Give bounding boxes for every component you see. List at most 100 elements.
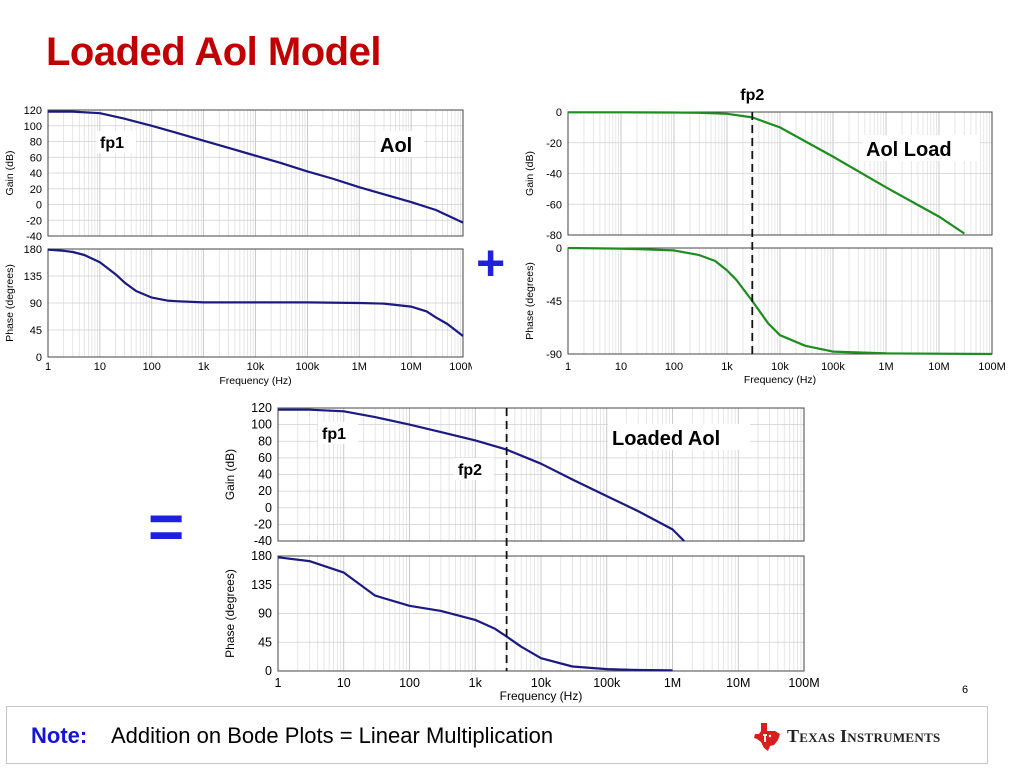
phase-y-tick-label: 90 [258,607,272,621]
gain-y-tick-label: 0 [36,200,42,212]
x-tick-label: 1M [878,361,893,373]
annotation-label: fp1 [100,135,124,152]
x-tick-label: 10M [928,361,949,373]
gain-subplot: -80 -60 -40 -20 0 Gain (dB) [524,107,993,242]
note-text: Addition on Bode Plots = Linear Multipli… [111,723,554,748]
x-tick-label: 10k [247,361,265,373]
x-tick-label: 10k [531,676,552,690]
gain-y-tick-label: 100 [24,121,42,133]
phase-y-tick-label: 0 [556,243,562,255]
phase-subplot: 0 45 90 135 180 Phase (degrees) [223,549,805,678]
gain-y-tick-label: 0 [556,107,562,119]
x-tick-label: 10 [337,676,351,690]
plus-sign: + [476,235,506,291]
x-tick-label: 100 [665,361,683,373]
gain-y-tick-label: 80 [258,434,272,448]
x-tick-label: 1 [45,361,51,373]
x-tick-label: 10M [400,361,421,373]
phase-axis-label: Phase (degrees) [524,262,536,340]
note-bar: Note: Addition on Bode Plots = Linear Mu… [6,706,988,764]
texas-state-icon [754,723,780,751]
x-tick-label: 100k [295,361,319,373]
x-tick-label: 1k [721,361,733,373]
x-axis-label: Frequency (Hz) [500,689,583,703]
x-axis-label: Frequency (Hz) [219,375,291,387]
annotation-background [608,424,750,450]
gain-y-tick-label: 100 [251,418,272,432]
x-tick-label: 100M [788,676,819,690]
x-tick-label: 1M [664,676,681,690]
gain-y-tick-label: 120 [251,401,272,415]
page-number: 6 [962,684,969,696]
phase-axes-frame [567,247,993,355]
x-tick-label: 10 [615,361,627,373]
phase-axes-frame [277,555,805,672]
gain-subplot: -40 -20 0 20 40 60 80 100 120 Gain (dB) [4,105,464,243]
aol-load-bode-plot: -80 -60 -40 -20 0 Gain (dB) -90 -45 0 Phase (degr… [514,82,1024,390]
gain-axis-label: Gain (dB) [524,151,536,196]
gain-axis-label: Gain (dB) [223,449,237,500]
x-tick-label: 100k [593,676,621,690]
x-tick-label: 10k [771,361,789,373]
x-tick-label: 100 [399,676,420,690]
phase-y-tick-label: 0 [265,664,272,678]
aol-bode-plot: -40 -20 0 20 40 60 80 100 120 Gain (dB) 0 45 90 135 18… [0,98,472,390]
gain-y-tick-label: -80 [546,230,562,242]
gain-y-tick-label: -20 [26,215,42,227]
gain-y-tick-label: -20 [546,138,562,150]
gain-y-tick-label: 0 [265,501,272,515]
gain-curve [48,110,464,224]
phase-subplot: 0 45 90 135 180 Phase (degrees) [4,244,464,364]
annotation-label: Aol [380,135,412,157]
phase-axis-label: Phase (degrees) [223,569,237,658]
loaded-aol-bode-plot: -40 -20 0 20 40 60 80 100 120 Gain (dB) 0 45 90 135 18… [216,396,848,706]
x-tick-label: 100 [143,361,161,373]
phase-y-tick-label: 135 [251,578,272,592]
gain-y-tick-label: -40 [546,169,562,181]
x-tick-label: 1 [275,676,282,690]
gain-subplot: -40 -20 0 20 40 60 80 100 120 Gain (dB) [223,401,805,548]
phase-y-tick-label: 180 [24,244,42,256]
x-tick-label: 10 [94,361,106,373]
gain-y-tick-label: 60 [258,451,272,465]
logo-text: Texas Instruments [787,726,941,746]
gain-axes-frame [567,111,993,236]
gain-y-tick-label: -60 [546,199,562,211]
x-tick-label: 1k [469,676,483,690]
phase-y-tick-label: 90 [30,298,42,310]
annotation-background [318,422,358,444]
gain-y-tick-label: 120 [24,105,42,117]
gain-y-tick-label: 20 [258,484,272,498]
note-label: Note: [31,723,88,748]
phase-y-tick-label: -45 [546,296,562,308]
x-tick-label: 100M [978,361,1006,373]
slide-title: Loaded Aol Model [46,30,381,74]
x-tick-label: 100M [449,361,472,373]
texas-instruments-logo: Texas Instruments [751,721,981,753]
annotation-background [96,131,136,153]
gain-y-tick-label: 20 [30,184,42,196]
phase-axis-label: Phase (degrees) [4,264,16,342]
gain-y-tick-label: -40 [254,534,272,548]
phase-axes-frame [47,248,464,358]
gain-y-tick-label: -20 [254,517,272,531]
x-tick-label: 10M [726,676,750,690]
annotation-label: Loaded Aol [612,428,720,450]
x-tick-label: 1k [198,361,210,373]
annotation-label: fp1 [322,426,346,443]
phase-y-tick-label: 45 [258,635,272,649]
gain-curve [278,408,685,542]
fp2-marker-label: fp2 [740,87,764,104]
phase-y-tick-label: -90 [546,349,562,361]
annotation-label: fp2 [458,462,482,479]
phase-y-tick-label: 180 [251,549,272,563]
gain-axes-frame [277,407,805,542]
phase-subplot: -90 -45 0 Phase (degrees) [524,243,993,361]
annotation-background [376,131,424,157]
gain-axes-frame [47,109,464,237]
x-tick-label: 1M [352,361,367,373]
gain-y-tick-label: 40 [258,468,272,482]
gain-y-tick-label: 80 [30,137,42,149]
gain-y-tick-label: 60 [30,152,42,164]
phase-curve [567,246,993,356]
